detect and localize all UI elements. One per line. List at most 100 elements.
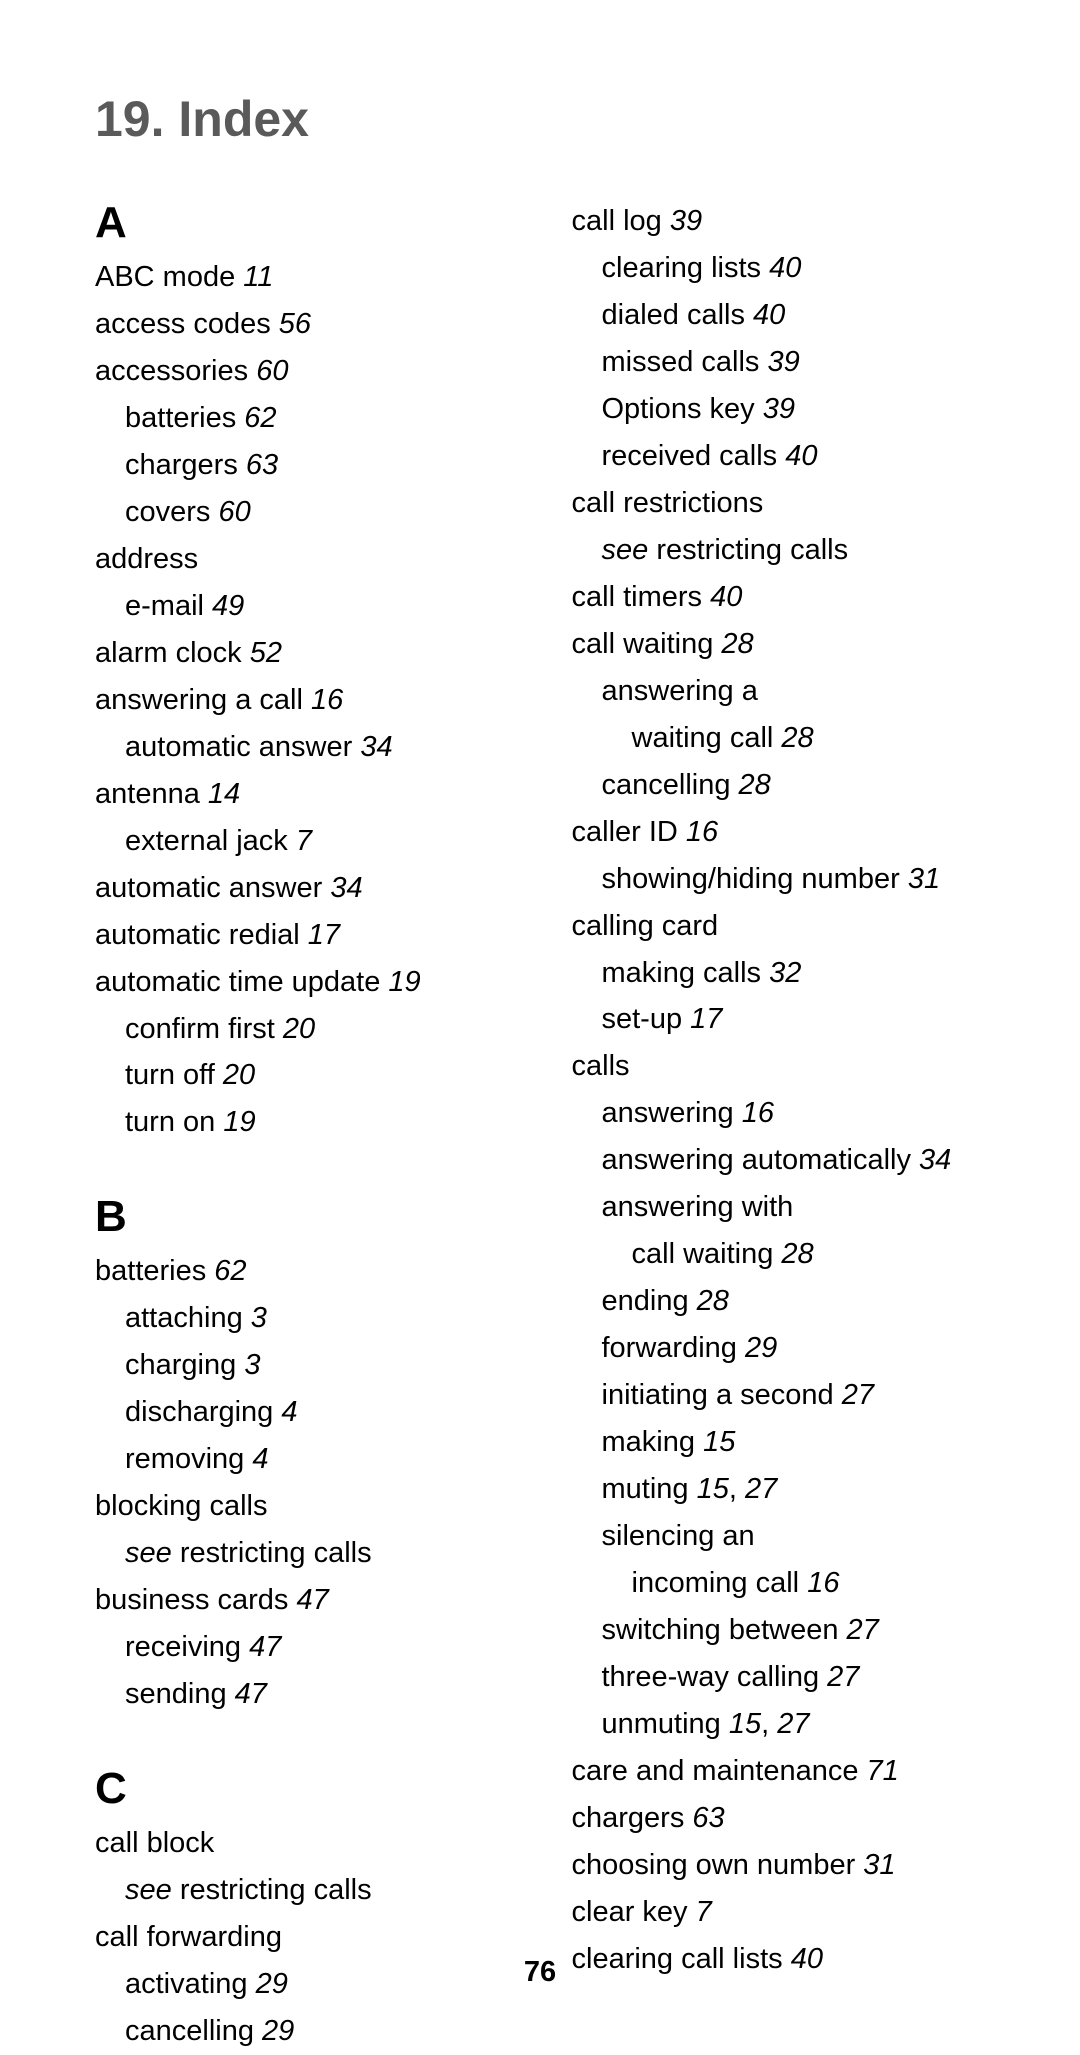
index-entry: calling card — [572, 903, 1001, 950]
entry-text: chargers — [572, 1802, 685, 1834]
entry-text: missed calls — [602, 346, 760, 378]
entry-text: showing/hiding number — [602, 863, 900, 895]
index-entry: batteries 62 — [95, 1248, 524, 1295]
page-reference: 31 — [908, 863, 940, 895]
index-entry: business cards 47 — [95, 1577, 524, 1624]
index-entry: care and maintenance 71 — [572, 1748, 1001, 1795]
entry-text: call waiting — [632, 1238, 774, 1270]
entry-text: external jack — [125, 825, 288, 857]
see-reference: see — [125, 1537, 172, 1569]
index-entry: cancelling 28 — [572, 762, 1001, 809]
index-entry: switching between 27 — [572, 1607, 1001, 1654]
page-number: 76 — [524, 1956, 556, 1989]
index-entry: unmuting 15, 27 — [572, 1701, 1001, 1748]
entry-text: answering with — [602, 1191, 794, 1223]
index-entry: call waiting 28 — [572, 621, 1001, 668]
entry-text: receiving — [125, 1631, 241, 1663]
page-reference: 60 — [218, 496, 250, 528]
page-reference: 20 — [283, 1013, 315, 1045]
page-reference: 71 — [867, 1755, 899, 1787]
page-reference: 62 — [244, 402, 276, 434]
index-entry: see restricting calls — [95, 1867, 524, 1914]
index-entry: automatic time update 19 — [95, 959, 524, 1006]
page-reference: 47 — [297, 1584, 329, 1616]
page-reference: 39 — [768, 346, 800, 378]
page-reference: 28 — [781, 1238, 813, 1270]
see-reference: see — [602, 534, 649, 566]
page-reference: 34 — [360, 731, 392, 763]
page-reference: 29 — [256, 1968, 288, 2000]
index-column: A ABC mode 11access codes 56accessories 6… — [95, 198, 524, 2055]
index-entry: caller ID 16 — [572, 809, 1001, 856]
page-reference: 27 — [847, 1614, 879, 1646]
section-letter: C — [95, 1764, 524, 1814]
index-entry: access codes 56 — [95, 301, 524, 348]
index-entry: making 15 — [572, 1419, 1001, 1466]
index-entry: confirm first 20 — [95, 1006, 524, 1053]
entry-text: cancelling — [602, 769, 731, 801]
page-reference: 34 — [919, 1144, 951, 1176]
index-entry: attaching 3 — [95, 1295, 524, 1342]
entry-text: answering automatically — [602, 1144, 911, 1176]
entry-text: unmuting — [602, 1708, 721, 1740]
entry-text: turn off — [125, 1059, 215, 1091]
entry-text: discharging — [125, 1396, 273, 1428]
index-entry: removing 4 — [95, 1436, 524, 1483]
entry-text: clear key — [572, 1896, 688, 1928]
index-entry: sending 47 — [95, 1671, 524, 1718]
page-reference: 28 — [739, 769, 771, 801]
page-reference: 28 — [697, 1285, 729, 1317]
page-reference: 11 — [243, 261, 273, 293]
page-reference: 29 — [262, 2015, 294, 2047]
page-reference: 28 — [781, 722, 813, 754]
page-reference: 19 — [388, 966, 420, 998]
index-entry: external jack 7 — [95, 818, 524, 865]
index-entry: answering automatically 34 — [572, 1137, 1001, 1184]
page-reference: 40 — [710, 581, 742, 613]
entry-text: business cards — [95, 1584, 288, 1616]
see-reference: see — [125, 1874, 172, 1906]
entry-text: calling card — [572, 910, 719, 942]
page-reference: 27 — [745, 1473, 777, 1505]
page-reference: 17 — [690, 1003, 722, 1035]
index-entry: waiting call 28 — [572, 715, 1001, 762]
index-entry: cancelling 29 — [95, 2008, 524, 2055]
index-entry: making calls 32 — [572, 950, 1001, 997]
index-entry: answering a — [572, 668, 1001, 715]
entry-text: caller ID — [572, 816, 678, 848]
page-reference: 40 — [791, 1943, 823, 1975]
index-entry: call forwarding — [95, 1914, 524, 1961]
page-reference: 29 — [745, 1332, 777, 1364]
index-entry: e-mail 49 — [95, 583, 524, 630]
index-entry: ABC mode 11 — [95, 254, 524, 301]
index-entry: answering 16 — [572, 1090, 1001, 1137]
entry-text: muting — [602, 1473, 689, 1505]
index-entry: ending 28 — [572, 1278, 1001, 1325]
page-reference: 27 — [777, 1708, 809, 1740]
entry-text: silencing an — [602, 1520, 755, 1552]
entry-text: automatic redial — [95, 919, 300, 951]
index-entry: turn off 20 — [95, 1052, 524, 1099]
entry-text: initiating a second — [602, 1379, 834, 1411]
section-letter: A — [95, 198, 524, 248]
entry-text: making calls — [602, 957, 762, 989]
index-entry: calls — [572, 1043, 1001, 1090]
entry-text: batteries — [125, 402, 236, 434]
index-entry: call restrictions — [572, 480, 1001, 527]
page-reference: 16 — [311, 684, 343, 716]
index-entry: clearing lists 40 — [572, 245, 1001, 292]
entry-text: blocking calls — [95, 1490, 267, 1522]
page-reference: 49 — [212, 590, 244, 622]
index-entry: set-up 17 — [572, 996, 1001, 1043]
index-entry: received calls 40 — [572, 433, 1001, 480]
entry-text: chargers — [125, 449, 238, 481]
index-entry: answering a call 16 — [95, 677, 524, 724]
page-reference: 3 — [244, 1349, 260, 1381]
entry-text: attaching — [125, 1302, 243, 1334]
page-reference: 16 — [807, 1567, 839, 1599]
index-entry: accessories 60 — [95, 348, 524, 395]
index-entry: Options key 39 — [572, 386, 1001, 433]
page-reference: 19 — [223, 1106, 255, 1138]
entry-text: restricting calls — [172, 1537, 372, 1569]
page-reference: 40 — [753, 299, 785, 331]
